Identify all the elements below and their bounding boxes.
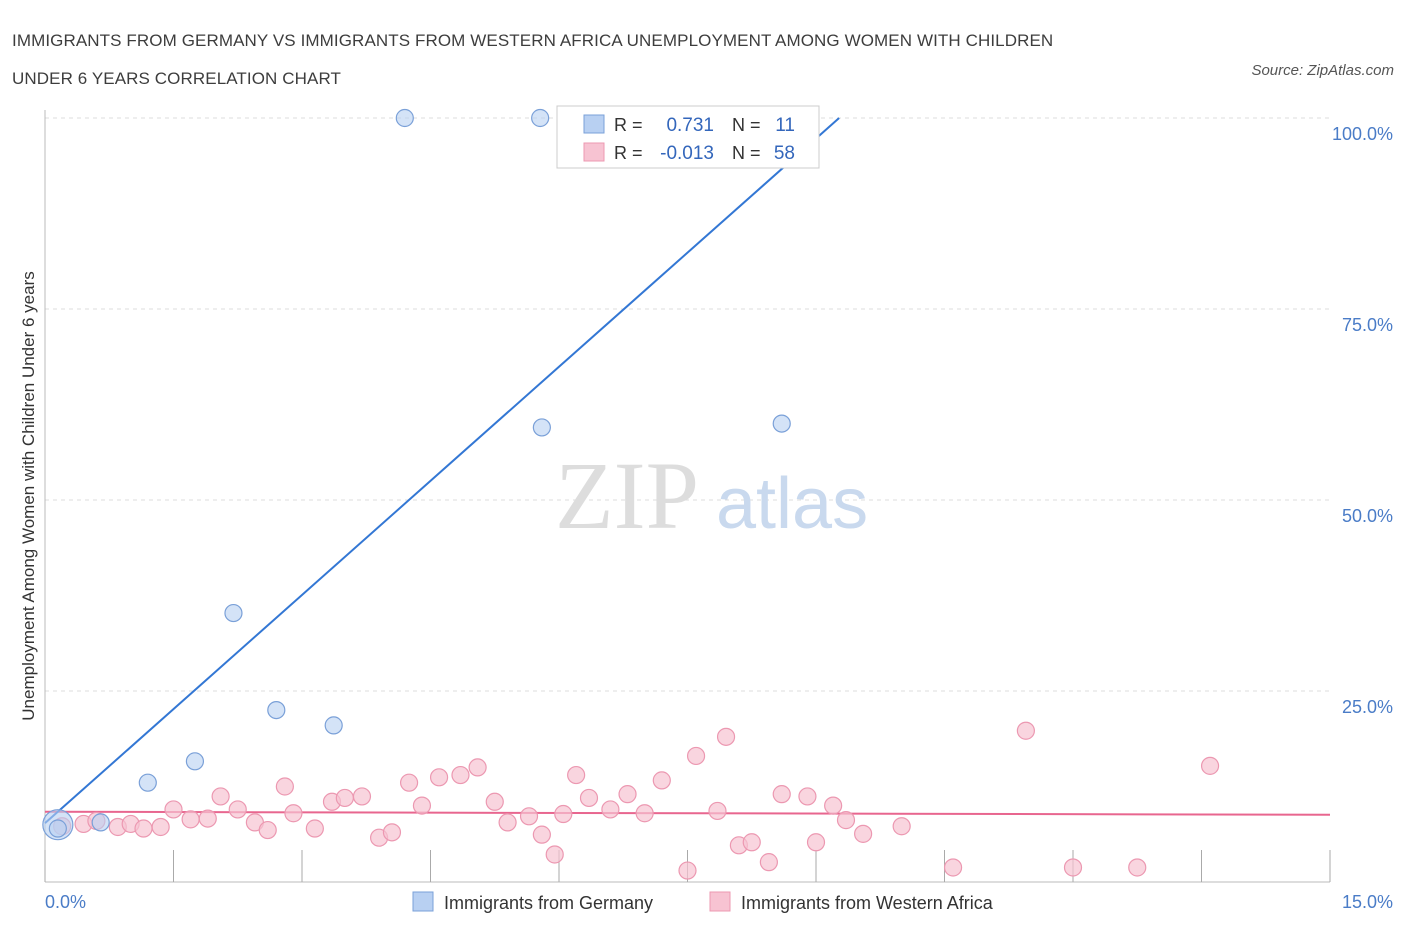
point-western-africa-45 — [759, 853, 778, 872]
stats-legend: R = 0.731 N = 11 R = -0.013 N = 58 — [556, 105, 820, 169]
point-germany-9 — [532, 418, 551, 437]
chart-title-line-1: IMMIGRANTS FROM GERMANY VS IMMIGRANTS FR… — [12, 31, 1054, 50]
point-germany-2 — [91, 813, 110, 832]
point-western-africa-57 — [1200, 756, 1220, 775]
point-western-africa-53 — [943, 858, 963, 877]
point-western-africa-34 — [579, 788, 599, 808]
x-tick-label-max: 15.0% — [1342, 892, 1393, 912]
point-western-africa-52 — [892, 817, 911, 836]
y-tick-label-25: 25.0% — [1342, 697, 1393, 717]
point-western-africa-6 — [151, 817, 170, 837]
legend-label-germany: Immigrants from Germany — [444, 893, 653, 913]
point-western-africa-8 — [181, 810, 200, 829]
point-western-africa-21 — [382, 823, 402, 842]
series-legend: Immigrants from Germany Immigrants from … — [412, 891, 994, 913]
point-western-africa-44 — [742, 833, 761, 852]
point-western-africa-18 — [335, 788, 354, 808]
stats-legend-r-label-2: R = — [614, 143, 643, 163]
point-western-africa-40 — [686, 746, 706, 766]
point-western-africa-46 — [772, 785, 791, 804]
stats-legend-r-germany: 0.731 — [666, 115, 714, 136]
point-western-africa-13 — [258, 820, 277, 840]
point-western-africa-11 — [228, 800, 247, 819]
point-western-africa-25 — [451, 765, 470, 785]
point-western-africa-49 — [824, 796, 843, 815]
point-western-africa-7 — [164, 800, 183, 819]
stats-legend-n-label-2: N = — [732, 143, 761, 163]
point-germany-6 — [267, 700, 286, 720]
y-tick-label-50: 50.0% — [1342, 506, 1393, 526]
y-tick-label-100: 100.0% — [1332, 124, 1393, 144]
point-western-africa-9 — [198, 809, 217, 828]
trend-line-western-africa — [44, 810, 1331, 816]
point-western-africa-37 — [635, 804, 654, 823]
series-germany-points — [42, 108, 791, 841]
watermark-zip: ZIP — [555, 442, 699, 549]
point-germany-8 — [395, 108, 414, 128]
stats-legend-r-label: R = — [614, 115, 643, 135]
point-germany-11 — [772, 414, 791, 433]
y-tick-label-75: 75.0% — [1342, 315, 1393, 335]
point-western-africa-32 — [554, 804, 573, 824]
point-western-africa-56 — [1128, 858, 1147, 877]
stats-legend-swatch-western-africa — [583, 142, 605, 162]
stats-legend-r-western-africa: -0.013 — [660, 143, 714, 164]
x-tick-labels: 0.0% 15.0% — [45, 892, 1393, 912]
point-germany-5 — [224, 603, 243, 623]
point-western-africa-24 — [429, 768, 449, 787]
point-western-africa-39 — [678, 861, 697, 880]
point-western-africa-35 — [601, 800, 620, 819]
stats-legend-n-label: N = — [732, 115, 761, 135]
stats-legend-n-germany: 11 — [775, 115, 795, 136]
point-western-africa-47 — [798, 787, 817, 806]
legend-label-western-africa: Immigrants from Western Africa — [741, 893, 994, 913]
watermark: ZIP atlas — [555, 442, 868, 549]
y-tick-labels: 25.0% 50.0% 75.0% 100.0% — [1332, 124, 1393, 717]
point-western-africa-54 — [1016, 721, 1035, 740]
point-western-africa-42 — [716, 727, 736, 746]
point-western-africa-5 — [134, 819, 153, 838]
chart-title: IMMIGRANTS FROM GERMANY VS IMMIGRANTS FR… — [12, 22, 1212, 98]
point-western-africa-22 — [399, 773, 419, 792]
point-western-africa-16 — [305, 819, 324, 838]
series-western-africa-points — [53, 721, 1220, 880]
y-axis-label: Unemployment Among Women with Children U… — [19, 271, 38, 720]
point-germany-4 — [185, 752, 205, 771]
point-western-africa-10 — [211, 787, 230, 806]
trend-lines — [44, 117, 1331, 824]
point-western-africa-14 — [275, 777, 294, 796]
point-western-africa-38 — [652, 771, 671, 790]
point-germany-10 — [531, 108, 550, 128]
watermark-atlas: atlas — [716, 464, 868, 544]
point-western-africa-31 — [545, 845, 564, 864]
trend-line-germany — [44, 117, 840, 824]
point-western-africa-36 — [618, 785, 637, 804]
chart-title-line-2: UNDER 6 YEARS CORRELATION CHART — [12, 69, 341, 88]
point-western-africa-28 — [498, 813, 517, 832]
legend-swatch-germany — [412, 891, 434, 912]
source-credit: Source: ZipAtlas.com — [1251, 62, 1394, 79]
stats-legend-swatch-germany — [583, 114, 605, 134]
point-western-africa-48 — [806, 833, 826, 852]
point-western-africa-15 — [284, 804, 303, 823]
point-western-africa-26 — [468, 758, 487, 777]
stats-legend-n-western-africa: 58 — [774, 143, 795, 164]
point-western-africa-30 — [532, 825, 551, 844]
point-western-africa-29 — [519, 807, 539, 826]
point-western-africa-41 — [708, 801, 727, 821]
point-western-africa-50 — [836, 811, 856, 830]
point-western-africa-19 — [352, 787, 372, 806]
point-western-africa-27 — [485, 792, 504, 811]
x-tick-label-min: 0.0% — [45, 892, 86, 912]
point-western-africa-51 — [854, 824, 873, 843]
point-western-africa-23 — [412, 796, 432, 815]
point-western-africa-33 — [567, 765, 586, 785]
point-germany-1 — [48, 819, 67, 838]
point-germany-3 — [138, 773, 157, 792]
legend-swatch-western-africa — [709, 891, 731, 912]
point-germany-7 — [324, 716, 343, 735]
point-western-africa-55 — [1063, 858, 1083, 877]
